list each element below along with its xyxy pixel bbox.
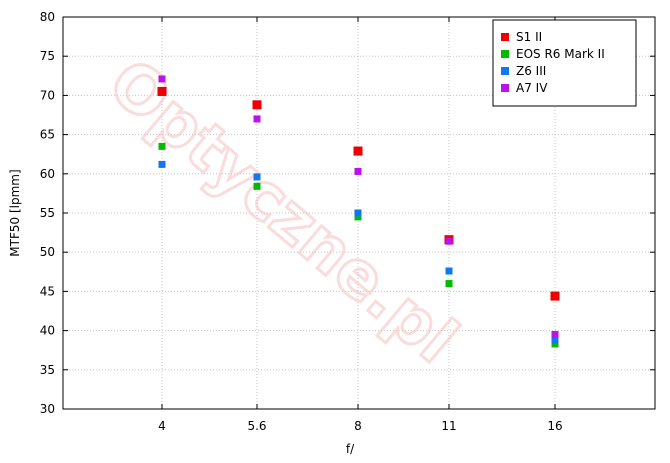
y-tick-label: 80 <box>40 10 55 24</box>
point-a7-iv-5-6 <box>253 115 261 123</box>
y-tick-label: 75 <box>40 49 55 63</box>
point-eos-r6-mark-ii-4 <box>158 142 166 150</box>
x-tick-label: 16 <box>547 419 562 433</box>
x-tick-label: 8 <box>354 419 362 433</box>
legend-swatch <box>501 67 509 75</box>
point-z6-iii-4 <box>158 160 166 168</box>
point-z6-iii-16 <box>551 336 559 344</box>
y-tick-label: 50 <box>40 245 55 259</box>
point-eos-r6-mark-ii-11 <box>445 280 453 288</box>
legend: S1 II EOS R6 Mark II Z6 III A7 IV <box>492 19 637 107</box>
point-a7-iv-11 <box>445 237 453 245</box>
y-axis: 30 35 40 45 50 55 60 65 70 75 80 <box>40 10 655 416</box>
point-a7-iv-16 <box>551 331 559 339</box>
point-z6-iii-8 <box>354 209 362 217</box>
y-tick-label: 40 <box>40 324 55 338</box>
legend-box <box>492 19 637 107</box>
y-tick-label: 45 <box>40 284 55 298</box>
point-eos-r6-mark-ii-5-6 <box>253 182 261 190</box>
legend-swatch <box>501 84 509 92</box>
x-tick-label: 5.6 <box>247 419 266 433</box>
legend-swatch <box>501 50 509 58</box>
y-tick-label: 60 <box>40 167 55 181</box>
legend-label: A7 IV <box>516 81 548 95</box>
y-axis-label: MTF50 [lpmm] <box>8 169 22 256</box>
y-tick-label: 55 <box>40 206 55 220</box>
legend-swatch <box>501 33 509 41</box>
point-a7-iv-8 <box>354 167 362 175</box>
point-eos-r6-mark-ii-16 <box>551 340 559 348</box>
x-axis-label: f/ <box>346 442 355 456</box>
point-s1-ii-16 <box>550 291 560 301</box>
point-z6-iii-5-6 <box>253 173 261 181</box>
y-tick-label: 35 <box>40 363 55 377</box>
point-eos-r6-mark-ii-8 <box>354 213 362 221</box>
y-tick-label: 70 <box>40 88 55 102</box>
x-axis: 4 5.6 8 11 16 <box>158 17 563 433</box>
point-s1-ii-5-6 <box>252 100 262 110</box>
point-s1-ii-8 <box>353 146 363 156</box>
x-tick-label: 4 <box>158 419 166 433</box>
point-s1-ii-4 <box>157 86 167 96</box>
point-z6-iii-11 <box>445 267 453 275</box>
y-tick-label: 30 <box>40 402 55 416</box>
y-tick-label: 65 <box>40 128 55 142</box>
legend-label: S1 II <box>516 30 542 44</box>
legend-label: Z6 III <box>516 64 546 78</box>
x-tick-label: 11 <box>441 419 456 433</box>
point-a7-iv-4 <box>158 75 166 83</box>
data-points <box>157 75 560 348</box>
legend-label: EOS R6 Mark II <box>516 47 605 61</box>
